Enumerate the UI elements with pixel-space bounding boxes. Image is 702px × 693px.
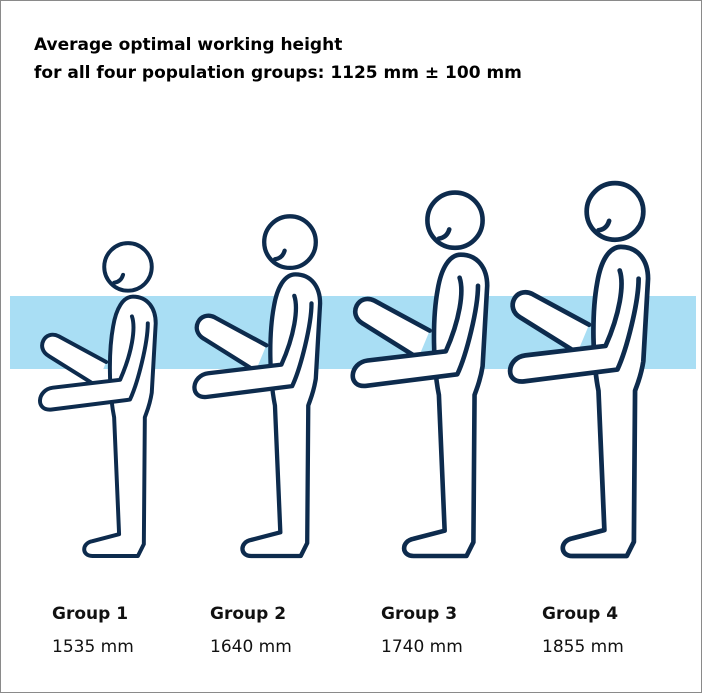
group-height: 1855 mm	[542, 637, 624, 657]
title-line: Average optimal working height	[34, 35, 342, 55]
group-height: 1535 mm	[52, 637, 134, 657]
group-name: Group 4	[542, 604, 618, 624]
head	[104, 243, 152, 291]
group-height: 1740 mm	[381, 637, 463, 657]
group-height: 1640 mm	[210, 637, 292, 657]
group-name: Group 2	[210, 604, 286, 624]
head	[427, 193, 482, 248]
title-line: for all four population groups: 1125 mm …	[34, 63, 522, 83]
head	[264, 216, 316, 268]
infographic: Average optimal working height for all f…	[0, 0, 702, 693]
head	[587, 183, 644, 240]
group-name: Group 1	[52, 604, 128, 624]
group-name: Group 3	[381, 604, 457, 624]
